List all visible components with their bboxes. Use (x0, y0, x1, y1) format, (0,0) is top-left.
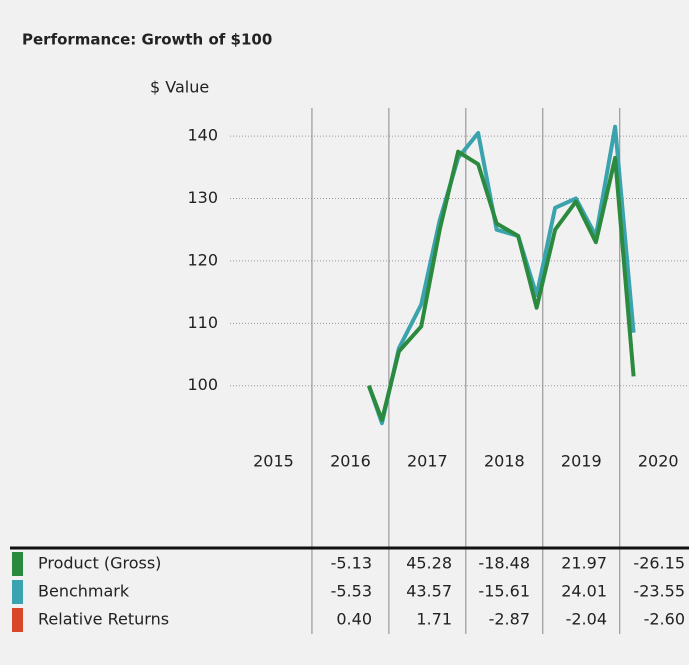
table-cell: 24.01 (561, 582, 607, 601)
table-cell: 1.71 (416, 610, 452, 629)
series-line (367, 149, 636, 423)
x-tick-label: 2017 (407, 452, 448, 471)
x-tick-label: 2016 (330, 452, 371, 471)
table-cell: 45.28 (406, 554, 452, 573)
table-cell: -15.61 (478, 582, 530, 601)
y-tick-label: 130 (187, 188, 218, 207)
x-tick-label: 2018 (484, 452, 525, 471)
row-label: Relative Returns (38, 610, 169, 629)
table-cell: -5.53 (331, 582, 372, 601)
y-tick-label: 110 (187, 313, 218, 332)
series-line (367, 124, 636, 426)
y-tick-label: 120 (187, 250, 218, 269)
x-tick-label: 2015 (253, 452, 294, 471)
legend-swatch (12, 552, 23, 576)
row-label: Benchmark (38, 582, 130, 601)
y-axis-label: $ Value (150, 78, 209, 97)
table-cell: -23.55 (633, 582, 685, 601)
table-cell: 21.97 (561, 554, 607, 573)
table-cell: -5.13 (331, 554, 372, 573)
table-cell: -26.15 (633, 554, 685, 573)
table-cell: -2.04 (566, 610, 607, 629)
legend-swatch (12, 580, 23, 604)
x-tick-label: 2019 (561, 452, 602, 471)
legend-swatch (12, 608, 23, 632)
table-cell: -2.87 (489, 610, 530, 629)
table-cell: 0.40 (336, 610, 372, 629)
table-cell: 43.57 (406, 582, 452, 601)
y-tick-label: 100 (187, 375, 218, 394)
y-tick-label: 140 (187, 126, 218, 145)
table-cell: -2.60 (644, 610, 685, 629)
row-label: Product (Gross) (38, 554, 161, 573)
chart-title: Performance: Growth of $100 (22, 31, 272, 49)
table-cell: -18.48 (478, 554, 530, 573)
x-tick-label: 2020 (638, 452, 679, 471)
